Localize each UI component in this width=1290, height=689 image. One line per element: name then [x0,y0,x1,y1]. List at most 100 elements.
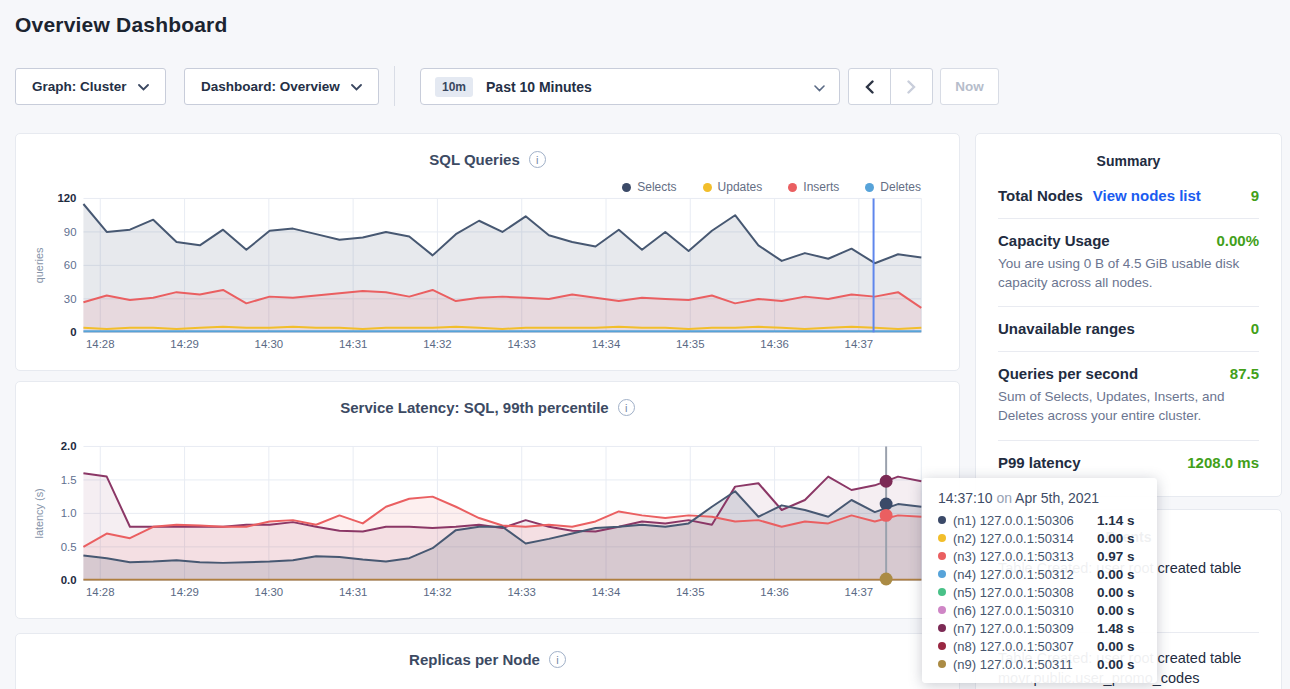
tooltip-node-address: (n1) 127.0.0.1:50306 [953,513,1090,528]
tooltip-on: on [996,490,1012,506]
summary-item-label: Queries per second [998,365,1138,382]
svg-text:14:32: 14:32 [423,586,452,598]
series-dot-icon [938,588,946,596]
latency-chart[interactable]: 0.00.51.01.52.014:2814:2914:3014:3114:32… [16,382,959,618]
svg-text:14:35: 14:35 [676,586,705,598]
tooltip-timestamp: 14:37:10 on Apr 5th, 2021 [938,490,1141,506]
summary-item-value: 0 [1251,320,1259,337]
svg-text:14:36: 14:36 [760,338,789,350]
svg-text:2.0: 2.0 [61,440,77,452]
summary-panel: Summary Total Nodes View nodes list 9 Capac… [975,133,1282,497]
summary-item-description: You are using 0 B of 4.5 GiB usable disk… [998,255,1259,292]
time-range-badge: 10m [435,77,473,97]
svg-text:14:29: 14:29 [170,586,199,598]
info-icon[interactable]: i [549,651,566,668]
series-dot-icon [938,660,946,668]
svg-text:0: 0 [70,326,76,338]
graph-dropdown[interactable]: Graph: Cluster [15,68,166,105]
page-title: Overview Dashboard [15,13,228,37]
tooltip-node-address: (n7) 127.0.0.1:50309 [953,621,1090,636]
summary-item-label: Capacity Usage [998,232,1110,249]
svg-text:14:29: 14:29 [170,338,199,350]
tooltip-node-address: (n2) 127.0.0.1:50314 [953,531,1090,546]
summary-item: Capacity Usage 0.00% You are using 0 B of … [998,219,1259,307]
replicas-title: Replicas per Node i [16,634,959,668]
svg-text:120: 120 [57,192,76,204]
chart-tooltip: 14:37:10 on Apr 5th, 2021 (n1) 127.0.0.1… [922,478,1157,683]
svg-text:14:31: 14:31 [339,338,368,350]
tooltip-node-value: 0.00 s [1097,603,1135,618]
series-dot-icon [938,552,946,560]
svg-text:14:30: 14:30 [255,338,284,350]
summary-item-value: 9 [1251,187,1259,204]
sql-queries-card: SQL Queries i SelectsUpdatesInsertsDelet… [15,133,960,371]
dashboard-dropdown-label: Dashboard: Overview [201,79,340,94]
tooltip-row: (n4) 127.0.0.1:50312 0.00 s [938,565,1141,583]
svg-text:latency (s): latency (s) [33,488,45,538]
tooltip-row: (n3) 127.0.0.1:503130.97 s [938,547,1141,565]
tooltip-node-value: 0.00 s [1097,567,1135,582]
svg-text:30: 30 [64,293,77,305]
latency-card: Service Latency: SQL, 99th percentile i … [15,381,960,619]
tooltip-node-address: (n9) 127.0.0.1:50311 [953,657,1090,672]
tooltip-row: (n2) 127.0.0.1:503140.00 s [938,529,1141,547]
series-dot-icon [938,516,946,524]
svg-text:14:30: 14:30 [255,586,284,598]
svg-text:14:32: 14:32 [423,338,452,350]
tooltip-row: (n9) 127.0.0.1:50311 0.00 s [938,655,1141,673]
tooltip-row: (n1) 127.0.0.1:50306 1.14 s [938,511,1141,529]
tooltip-node-address: (n5) 127.0.0.1:50308 [953,585,1090,600]
svg-text:90: 90 [64,226,77,238]
summary-item: Unavailable ranges 0 [998,307,1259,352]
time-prev-button[interactable] [848,68,891,105]
replicas-card: Replicas per Node i [15,633,960,689]
sql-queries-chart[interactable]: 030609012014:2814:2914:3014:3114:3214:33… [16,134,959,370]
summary-item-description: Sum of Selects, Updates, Inserts, and De… [998,388,1259,425]
svg-text:14:28: 14:28 [86,338,115,350]
svg-text:0.0: 0.0 [61,574,77,586]
view-nodes-list-link[interactable]: View nodes list [1093,187,1201,204]
tooltip-row: (n8) 127.0.0.1:503070.00 s [938,637,1141,655]
summary-item-value: 1208.0 ms [1187,454,1259,471]
tooltip-node-address: (n6) 127.0.0.1:50310 [953,603,1090,618]
series-dot-icon [938,624,946,632]
time-range-label: Past 10 Minutes [486,79,592,95]
summary-item-label: P99 latency [998,454,1081,471]
time-range-dropdown[interactable]: 10m Past 10 Minutes [420,68,840,105]
tooltip-row: (n6) 127.0.0.1:50310 0.00 s [938,601,1141,619]
svg-text:14:28: 14:28 [86,586,115,598]
svg-text:60: 60 [64,259,77,271]
dashboard-dropdown[interactable]: Dashboard: Overview [184,68,379,105]
tooltip-node-value: 0.97 s [1097,549,1135,564]
svg-text:1.0: 1.0 [61,507,77,519]
svg-text:14:37: 14:37 [845,586,874,598]
series-dot-icon [938,534,946,542]
now-button[interactable]: Now [940,68,999,105]
svg-text:14:31: 14:31 [339,586,368,598]
tooltip-row: (n5) 127.0.0.1:503080.00 s [938,583,1141,601]
series-dot-icon [938,570,946,578]
chevron-down-icon [351,79,362,94]
svg-text:14:33: 14:33 [507,586,536,598]
tooltip-node-value: 1.14 s [1097,513,1135,528]
summary-heading: Summary [976,134,1281,174]
summary-item: Queries per second 87.5 Sum of Selects, Up… [998,352,1259,440]
series-dot-icon [938,606,946,614]
svg-text:14:36: 14:36 [760,586,789,598]
summary-item-value: 87.5 [1230,365,1259,382]
toolbar-divider [394,66,395,106]
summary-item: Total Nodes View nodes list 9 [998,174,1259,219]
chevron-down-icon [138,79,149,94]
svg-text:14:34: 14:34 [592,586,621,598]
tooltip-date: Apr 5th, 2021 [1015,490,1099,506]
summary-item-label: Total Nodes [998,187,1083,204]
graph-dropdown-label: Graph: Cluster [32,79,127,94]
series-dot-icon [938,642,946,650]
summary-item-label: Unavailable ranges [998,320,1135,337]
summary-item-value: 0.00% [1216,232,1259,249]
svg-text:14:34: 14:34 [592,338,621,350]
tooltip-node-address: (n8) 127.0.0.1:50307 [953,639,1090,654]
time-next-button[interactable] [890,68,933,105]
tooltip-node-value: 0.00 s [1097,657,1135,672]
tooltip-node-address: (n4) 127.0.0.1:50312 [953,567,1090,582]
